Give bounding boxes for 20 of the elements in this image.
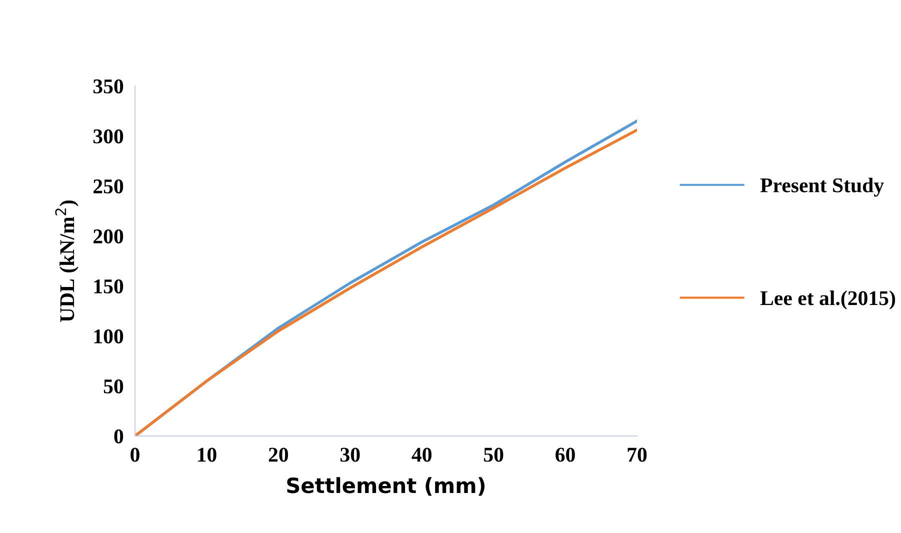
y-axis-title: UDL (kN/m$^{2}$) <box>55 200 78 322</box>
y-tick-label: 100 <box>94 329 124 344</box>
x-tick-label: 10 <box>198 448 216 462</box>
x-tick-label: 60 <box>556 448 575 462</box>
y-tick-label: 250 <box>94 179 124 194</box>
y-tick-label: 150 <box>94 279 124 294</box>
x-tick-label: 70 <box>628 448 647 462</box>
x-tick-label: 30 <box>340 448 360 462</box>
y-tick-label: 0 <box>114 429 124 444</box>
y-tick-label: 300 <box>93 129 124 144</box>
y-tick-label: 200 <box>94 229 124 244</box>
y-tick-label: 50 <box>104 379 124 394</box>
x-axis-title: Settlement (mm) <box>287 477 485 496</box>
x-tick-label: 20 <box>268 448 288 462</box>
legend-label: Lee et al.(2015) <box>760 290 896 310</box>
legend-label: Present Study <box>760 178 884 197</box>
y-tick-label: 350 <box>93 79 124 94</box>
x-tick-label: 0 <box>130 448 140 462</box>
x-tick-label: 50 <box>484 448 504 462</box>
x-tick-label: 40 <box>412 448 432 462</box>
